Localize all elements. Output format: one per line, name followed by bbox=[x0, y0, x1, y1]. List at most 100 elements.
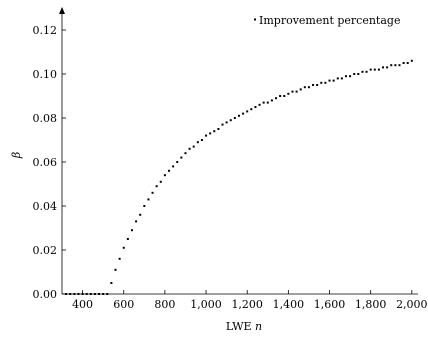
data-point bbox=[81, 293, 84, 295]
data-point bbox=[98, 293, 101, 295]
x-tick-label: 1,000 bbox=[190, 298, 222, 311]
data-point bbox=[118, 257, 121, 260]
data-point bbox=[410, 59, 413, 62]
data-point bbox=[102, 293, 105, 295]
data-point bbox=[110, 282, 113, 284]
data-point bbox=[65, 293, 68, 295]
x-tick-label: 1,200 bbox=[231, 298, 263, 311]
legend-marker bbox=[254, 18, 256, 21]
data-point bbox=[361, 70, 364, 73]
data-point bbox=[77, 293, 80, 295]
data-point bbox=[69, 293, 72, 295]
data-point bbox=[283, 95, 286, 97]
data-point bbox=[114, 268, 117, 271]
data-point bbox=[176, 161, 179, 163]
data-point bbox=[270, 99, 273, 102]
data-point bbox=[312, 84, 315, 86]
data-point bbox=[126, 238, 129, 240]
y-ticks: 0.00 0.02 0.04 0.06 0.08 0.10 0.12 bbox=[33, 24, 66, 301]
data-point bbox=[217, 128, 220, 130]
x-tick-label: 400 bbox=[72, 298, 93, 311]
data-point bbox=[209, 132, 212, 135]
legend: Improvement percentage bbox=[254, 14, 400, 27]
data-point bbox=[221, 123, 224, 126]
data-point bbox=[275, 97, 278, 100]
data-point bbox=[262, 101, 265, 104]
data-point bbox=[155, 185, 158, 188]
data-point bbox=[349, 75, 352, 78]
data-point bbox=[196, 141, 199, 144]
x-tick-label: 1,600 bbox=[314, 298, 346, 311]
data-point bbox=[254, 106, 257, 108]
x-tick-label: 2,000 bbox=[396, 298, 428, 311]
y-tick-label: 0.04 bbox=[33, 200, 58, 213]
data-point bbox=[246, 110, 249, 113]
data-point bbox=[258, 103, 261, 106]
data-point bbox=[332, 79, 335, 82]
data-point bbox=[139, 213, 142, 216]
data-point bbox=[316, 84, 319, 86]
data-point bbox=[229, 119, 232, 122]
y-tick-label: 0.06 bbox=[33, 156, 58, 169]
x-ticks: 400 600 800 1,000 1,200 1,400 1,600 1,800 2,000 bbox=[72, 290, 428, 311]
data-point bbox=[382, 66, 385, 69]
data-point bbox=[394, 64, 397, 67]
x-tick-label: 1,400 bbox=[273, 298, 305, 311]
data-point bbox=[225, 121, 228, 124]
data-point bbox=[159, 180, 162, 183]
y-tick-label: 0.08 bbox=[33, 112, 58, 125]
y-tick-label: 0.00 bbox=[33, 288, 58, 301]
data-point bbox=[295, 90, 298, 93]
data-point bbox=[373, 68, 376, 71]
data-point bbox=[365, 70, 368, 73]
data-point bbox=[390, 64, 393, 67]
data-point bbox=[168, 169, 171, 172]
x-tick-label: 1,800 bbox=[355, 298, 387, 311]
data-point bbox=[151, 191, 154, 194]
data-point bbox=[340, 77, 343, 80]
data-point bbox=[402, 62, 405, 64]
y-tick-label: 0.02 bbox=[33, 244, 58, 257]
data-point bbox=[307, 86, 310, 89]
data-point bbox=[398, 64, 401, 67]
x-tick-label: 800 bbox=[154, 298, 175, 311]
data-point bbox=[369, 68, 372, 71]
data-point bbox=[287, 92, 290, 95]
data-point bbox=[320, 81, 323, 84]
data-point bbox=[147, 198, 150, 201]
data-point bbox=[242, 112, 245, 115]
y-tick-label: 0.10 bbox=[33, 68, 58, 81]
data-points bbox=[65, 59, 413, 295]
data-point bbox=[336, 77, 339, 80]
data-point bbox=[353, 73, 356, 75]
data-point bbox=[180, 156, 183, 159]
data-point bbox=[172, 165, 175, 168]
data-point bbox=[106, 293, 109, 295]
y-axis-label: β bbox=[10, 152, 23, 159]
x-tick-label: 600 bbox=[113, 298, 134, 311]
data-point bbox=[213, 130, 216, 133]
data-point bbox=[85, 293, 88, 295]
legend-label: Improvement percentage bbox=[259, 14, 400, 27]
data-point bbox=[93, 293, 96, 295]
data-point bbox=[328, 79, 331, 82]
data-point bbox=[200, 139, 203, 141]
data-point bbox=[73, 293, 76, 295]
data-point bbox=[237, 114, 240, 117]
data-point bbox=[122, 246, 125, 249]
axes bbox=[59, 7, 418, 295]
data-point bbox=[184, 152, 187, 155]
data-point bbox=[143, 205, 146, 207]
data-point bbox=[406, 62, 409, 64]
data-point bbox=[386, 66, 389, 69]
data-point bbox=[324, 81, 327, 84]
data-point bbox=[188, 147, 191, 150]
data-point bbox=[205, 134, 208, 137]
data-point bbox=[303, 86, 306, 89]
data-point bbox=[89, 293, 92, 295]
data-point bbox=[250, 108, 253, 111]
data-point bbox=[357, 73, 360, 75]
data-point bbox=[291, 90, 294, 93]
data-point bbox=[163, 174, 166, 177]
